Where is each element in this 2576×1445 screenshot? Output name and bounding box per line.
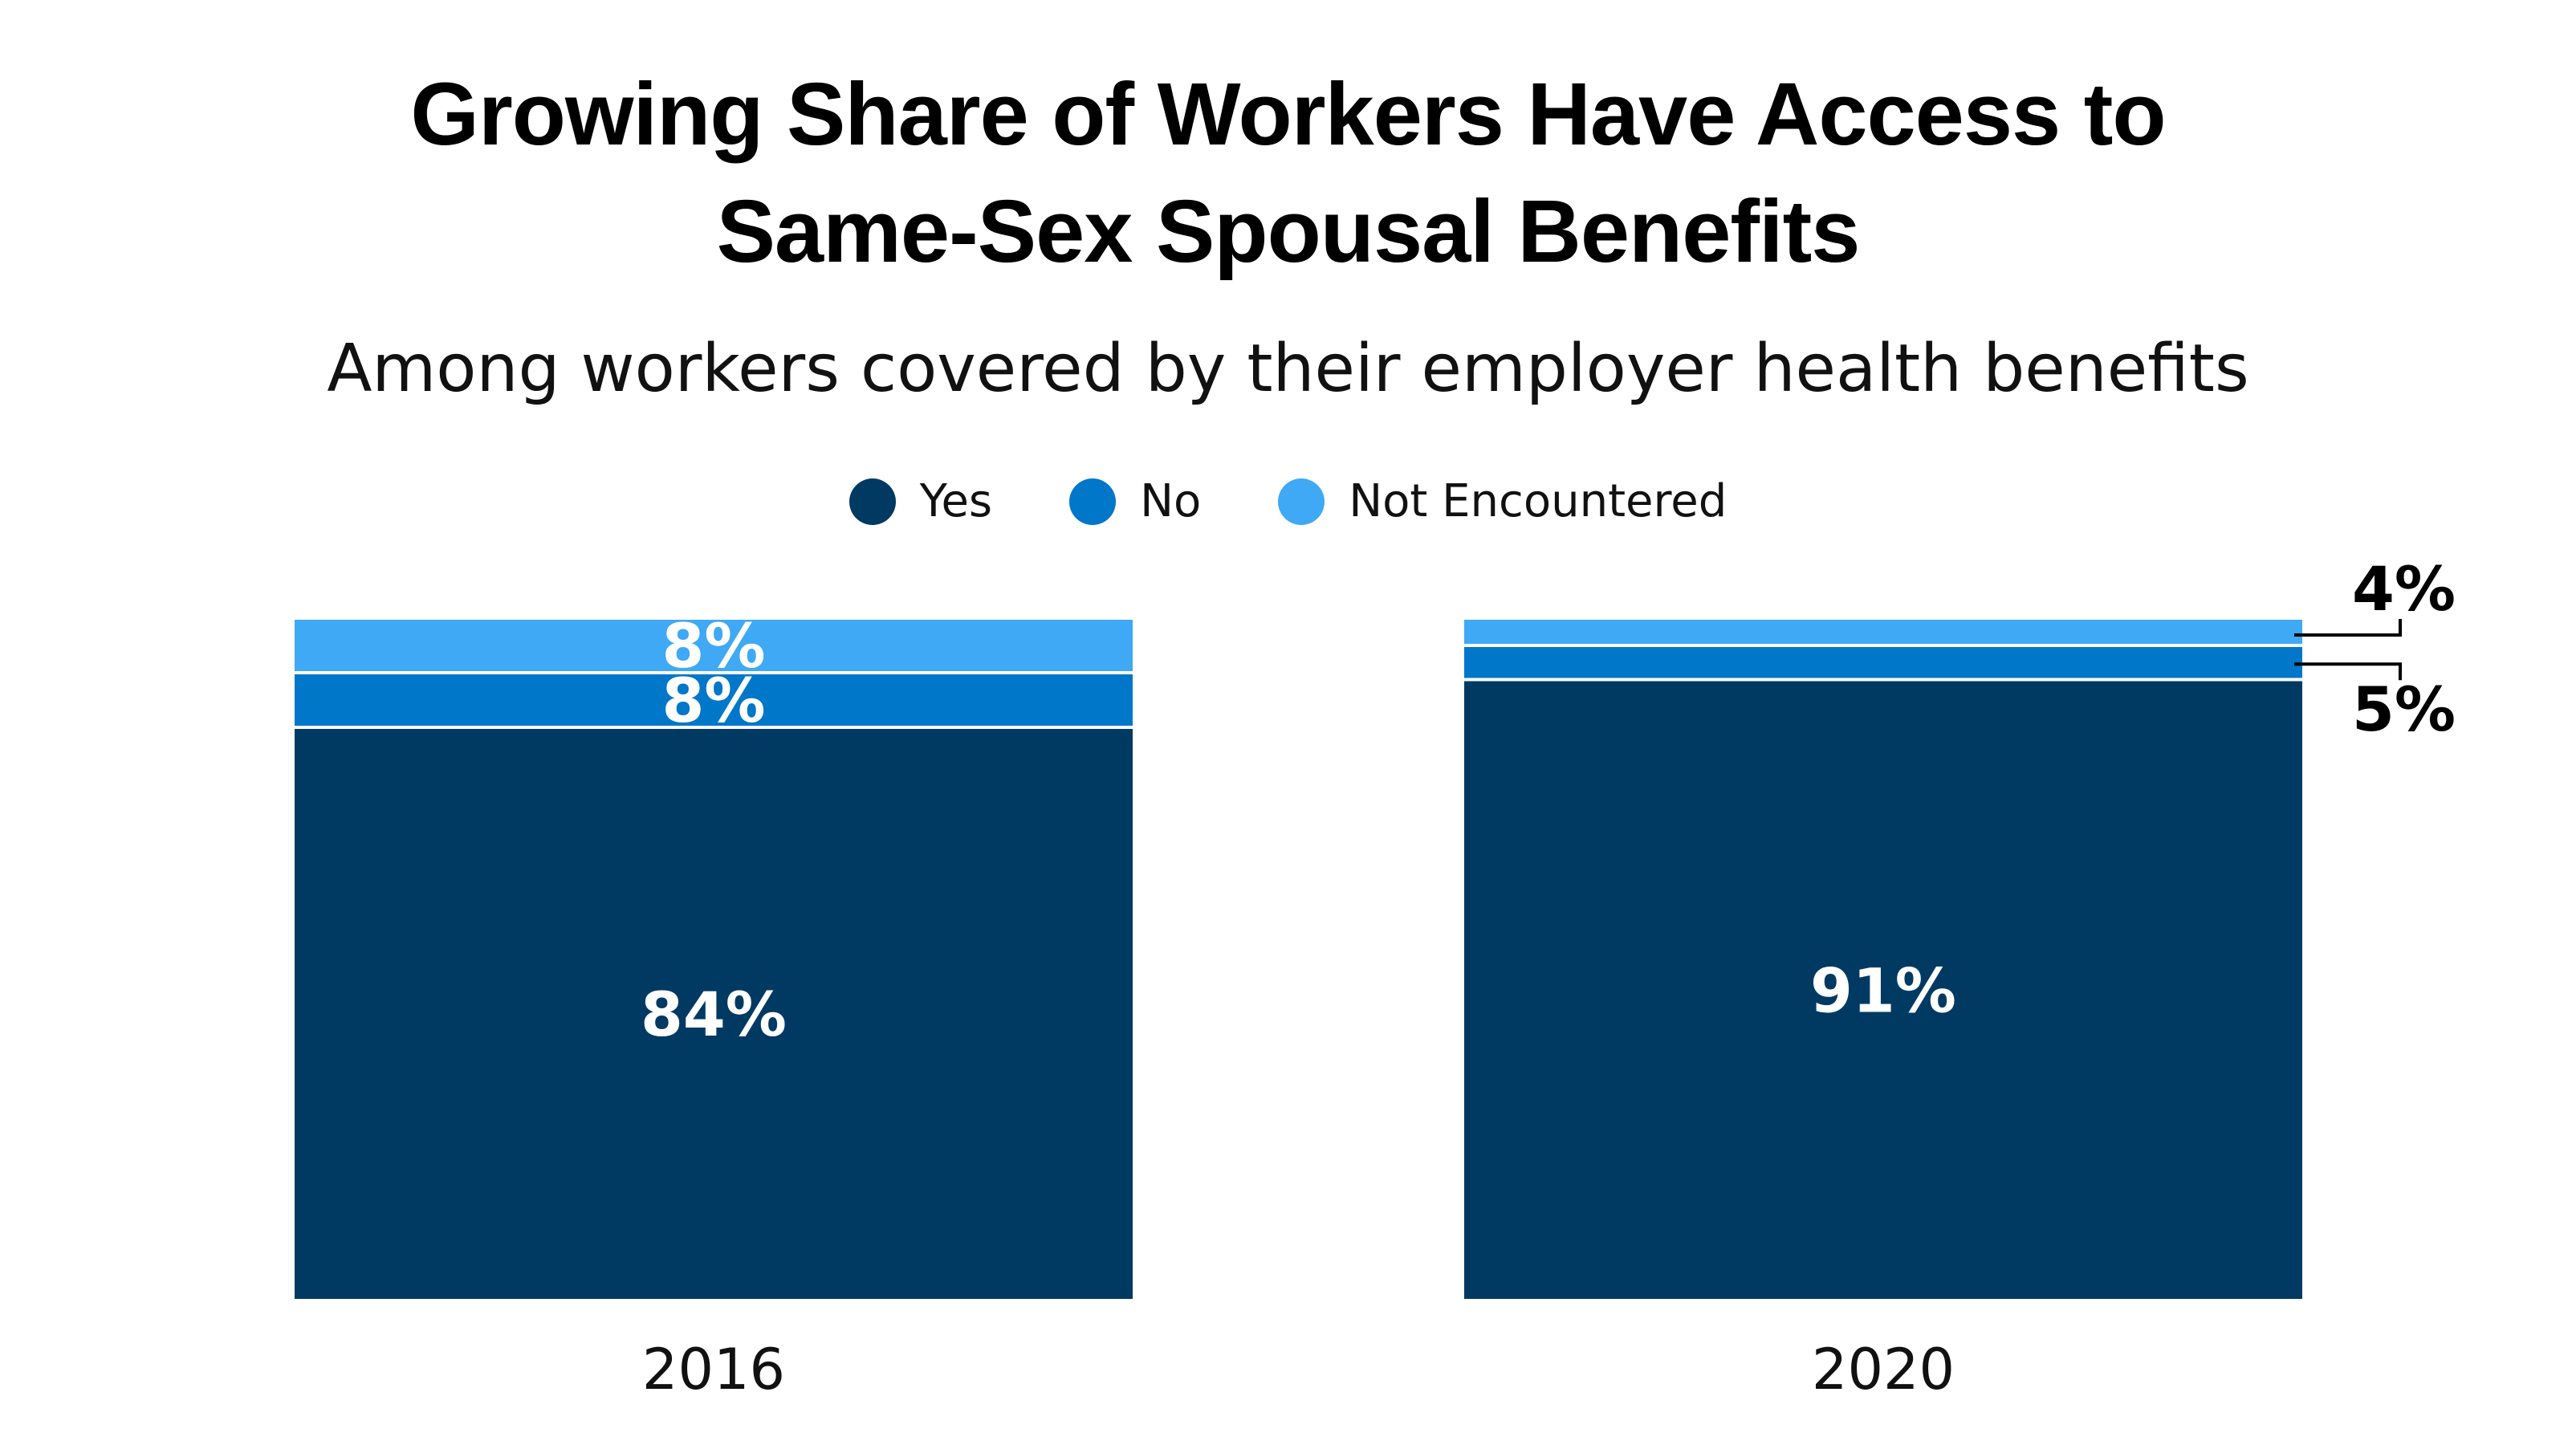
legend-item-no: No [1069,475,1201,527]
chart-title-line-2: Same-Sex Spousal Benefits [716,182,1861,281]
data-label-2020-not-encountered: 4% [2352,553,2456,625]
legend-label-yes: Yes [919,475,993,527]
chart-title: Growing Share of Workers Have Access to … [0,56,2576,291]
data-label-2020-yes: 91% [1810,955,1956,1026]
legend-label-no: No [1140,475,1202,527]
bar-2016-no [291,671,1136,729]
bar-2020-no [1461,644,2305,682]
chart-title-line-1: Growing Share of Workers Have Access to [410,65,2166,164]
bar-2020-not-encountered [1461,617,2305,647]
legend-swatch-not-encountered [1278,478,1325,525]
data-label-2016-yes: 84% [641,979,787,1050]
data-label-2016-no: 8% [661,665,765,736]
legend-item-not-encountered: Not Encountered [1278,475,1727,527]
leader-line-2020-no [2294,662,2402,681]
bar-2016-yes [291,726,1136,1302]
bar-2016-not-encountered [291,617,1136,674]
x-tick-label-2020: 2020 [1812,1337,1955,1402]
legend-swatch-yes [848,478,896,525]
legend-swatch-no [1069,478,1117,525]
chart-legend: Yes No Not Encountered [0,475,2576,527]
x-tick-label-2016: 2016 [642,1337,785,1402]
leader-line-2020-not-encountered [2294,619,2402,637]
data-label-2020-no: 5% [2352,674,2456,745]
legend-label-not-encountered: Not Encountered [1349,475,1728,527]
legend-item-yes: Yes [848,475,993,527]
data-label-2016-not-encountered: 8% [661,610,765,682]
chart-subtitle: Among workers covered by their employer … [327,331,2249,407]
